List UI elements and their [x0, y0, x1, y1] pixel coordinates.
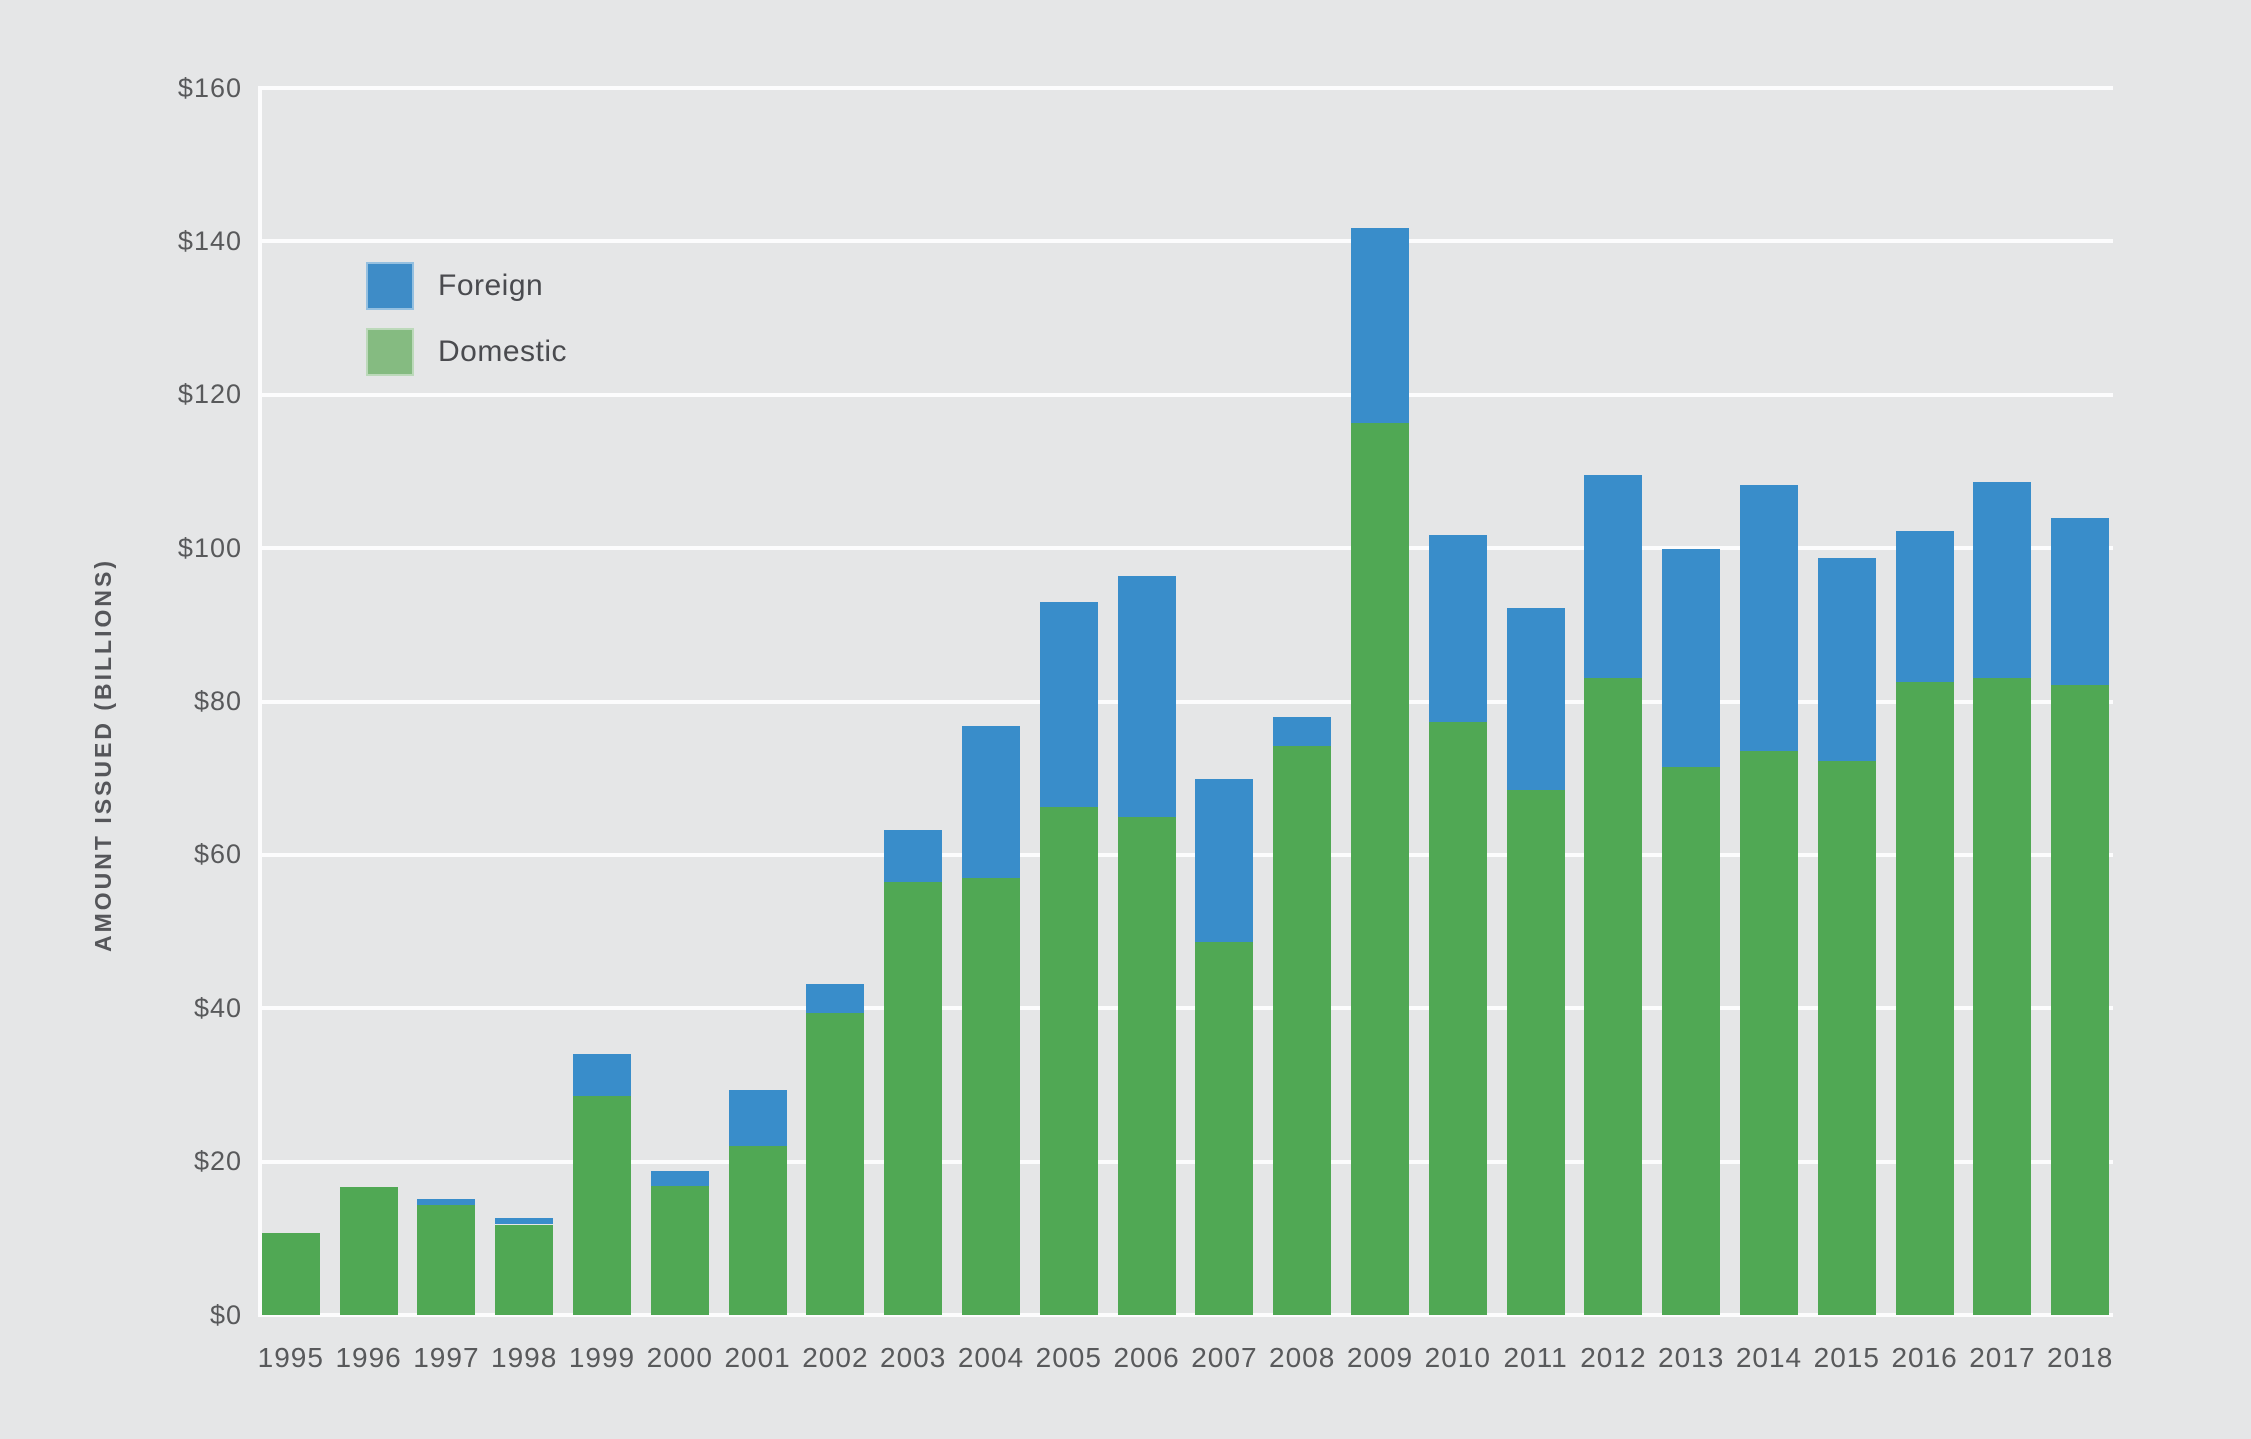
x-tick-label-2009: 2009 — [1346, 1342, 1414, 1373]
bar-segment-foreign-2011 — [1506, 607, 1565, 791]
x-tick-label-2017: 2017 — [1969, 1342, 2036, 1373]
gridline-20 — [260, 1159, 2113, 1164]
x-tick-label-2005: 2005 — [1035, 1342, 1102, 1373]
x-tick-label-2000: 2000 — [646, 1342, 713, 1373]
y-tick-label-20: $20 — [193, 1146, 242, 1177]
legend: Foreign Domestic — [366, 262, 567, 394]
bar-segment-domestic-2016 — [1895, 682, 1954, 1315]
bar-segment-domestic-2006 — [1117, 817, 1176, 1315]
bar-segment-domestic-2014 — [1740, 751, 1798, 1315]
bar-segment-domestic-2001 — [728, 1146, 787, 1315]
bar-segment-foreign-2005 — [1039, 601, 1098, 807]
y-axis-title: AMOUNT ISSUED (BILLIONS) — [90, 558, 116, 952]
bar-segment-foreign-2009 — [1351, 228, 1409, 424]
bar-segment-foreign-1998 — [495, 1217, 554, 1225]
x-tick-label-2006: 2006 — [1113, 1342, 1180, 1373]
bar-segment-domestic-2005 — [1039, 806, 1098, 1315]
bar-segment-domestic-2000 — [650, 1186, 709, 1315]
bar-segment-foreign-2001 — [728, 1089, 787, 1147]
bar-segment-foreign-2012 — [1584, 475, 1643, 679]
x-tick-label-1998: 1998 — [491, 1342, 558, 1373]
x-tick-label-2007: 2007 — [1191, 1342, 1258, 1373]
x-tick-label-1999: 1999 — [568, 1342, 636, 1373]
y-tick-label-100: $100 — [177, 532, 242, 563]
x-tick-label-1997: 1997 — [413, 1342, 480, 1373]
y-tick-label-0: $0 — [209, 1299, 242, 1330]
x-tick-label-2013: 2013 — [1658, 1342, 1725, 1373]
bar-segment-foreign-2006 — [1117, 575, 1176, 818]
bar-segment-domestic-2018 — [2051, 685, 2110, 1315]
gridline-160 — [260, 86, 2113, 90]
x-tick-label-1995: 1995 — [257, 1342, 324, 1373]
bar-segment-foreign-2015 — [1817, 558, 1876, 761]
bar-segment-domestic-1995 — [261, 1232, 320, 1315]
gridline-100 — [260, 546, 2113, 551]
x-tick-label-2008: 2008 — [1269, 1342, 1336, 1373]
bar-segment-foreign-2016 — [1895, 531, 1954, 683]
gridline-60 — [260, 852, 2113, 857]
legend-swatch-foreign-icon — [366, 262, 414, 310]
bar-segment-domestic-2013 — [1662, 766, 1721, 1315]
bar-segment-domestic-2010 — [1428, 722, 1487, 1315]
x-tick-label-2012: 2012 — [1580, 1342, 1647, 1373]
y-axis-line — [258, 86, 262, 1317]
legend-label-foreign: Foreign — [438, 269, 544, 302]
bar-segment-foreign-2000 — [650, 1170, 709, 1187]
x-tick-label-2004: 2004 — [957, 1342, 1025, 1373]
bar-segment-foreign-2004 — [962, 726, 1020, 878]
bar-segment-domestic-2017 — [1973, 677, 2032, 1315]
y-tick-label-80: $80 — [193, 686, 242, 716]
bar-segment-foreign-2017 — [1973, 482, 2032, 678]
bar-segment-domestic-2003 — [884, 882, 943, 1315]
bar-segment-domestic-2007 — [1195, 942, 1254, 1315]
x-tick-label-1996: 1996 — [335, 1342, 402, 1373]
bar-segment-domestic-1997 — [417, 1205, 476, 1315]
bar-segment-foreign-1997 — [417, 1199, 476, 1206]
x-tick-label-2015: 2015 — [1813, 1342, 1880, 1373]
legend-item-domestic: Domestic — [366, 328, 567, 376]
x-tick-label-2001: 2001 — [724, 1342, 791, 1373]
x-tick-label-2016: 2016 — [1891, 1342, 1958, 1373]
x-tick-label-2010: 2010 — [1424, 1342, 1491, 1373]
bar-segment-domestic-2011 — [1506, 790, 1565, 1315]
legend-label-domestic: Domestic — [438, 335, 568, 368]
gridline-80 — [260, 699, 2113, 704]
y-tick-label-160: $160 — [177, 72, 242, 103]
bar-segment-foreign-2003 — [884, 829, 943, 883]
bar-segment-foreign-2002 — [806, 983, 865, 1013]
bar-segment-domestic-2015 — [1817, 760, 1876, 1315]
bar-segment-foreign-2007 — [1195, 778, 1254, 943]
y-tick-label-40: $40 — [193, 992, 242, 1023]
x-tick-label-2014: 2014 — [1735, 1342, 1803, 1373]
bar-segment-foreign-1999 — [573, 1054, 631, 1096]
x-tick-label-2011: 2011 — [1503, 1342, 1568, 1373]
bar-segment-foreign-2013 — [1662, 548, 1721, 767]
bar-segment-foreign-2010 — [1428, 535, 1487, 723]
x-tick-label-2018: 2018 — [2047, 1342, 2114, 1373]
gridline-40 — [260, 1006, 2113, 1011]
legend-item-foreign: Foreign — [366, 262, 567, 310]
y-tick-label-140: $140 — [177, 225, 242, 256]
x-tick-label-2002: 2002 — [802, 1342, 869, 1373]
bar-segment-domestic-1998 — [495, 1224, 554, 1315]
bar-segment-domestic-2004 — [962, 877, 1020, 1315]
bar-segment-domestic-2009 — [1351, 423, 1409, 1315]
gridline-0 — [260, 1313, 2113, 1317]
bar-segment-domestic-2012 — [1584, 678, 1643, 1315]
y-tick-label-120: $120 — [177, 379, 242, 410]
bar-segment-domestic-2008 — [1273, 745, 1332, 1315]
bar-segment-foreign-2014 — [1740, 485, 1798, 752]
bar-segment-domestic-2002 — [806, 1012, 865, 1315]
bar-segment-domestic-1996 — [339, 1186, 398, 1315]
x-tick-label-2003: 2003 — [880, 1342, 947, 1373]
gridline-120 — [260, 392, 2113, 397]
gridline-140 — [260, 239, 2113, 244]
bar-segment-domestic-1999 — [573, 1095, 631, 1315]
y-tick-label-60: $60 — [193, 839, 242, 870]
legend-swatch-domestic-icon — [366, 328, 414, 376]
bar-segment-foreign-2008 — [1273, 716, 1332, 746]
bar-segment-foreign-2018 — [2051, 518, 2110, 686]
